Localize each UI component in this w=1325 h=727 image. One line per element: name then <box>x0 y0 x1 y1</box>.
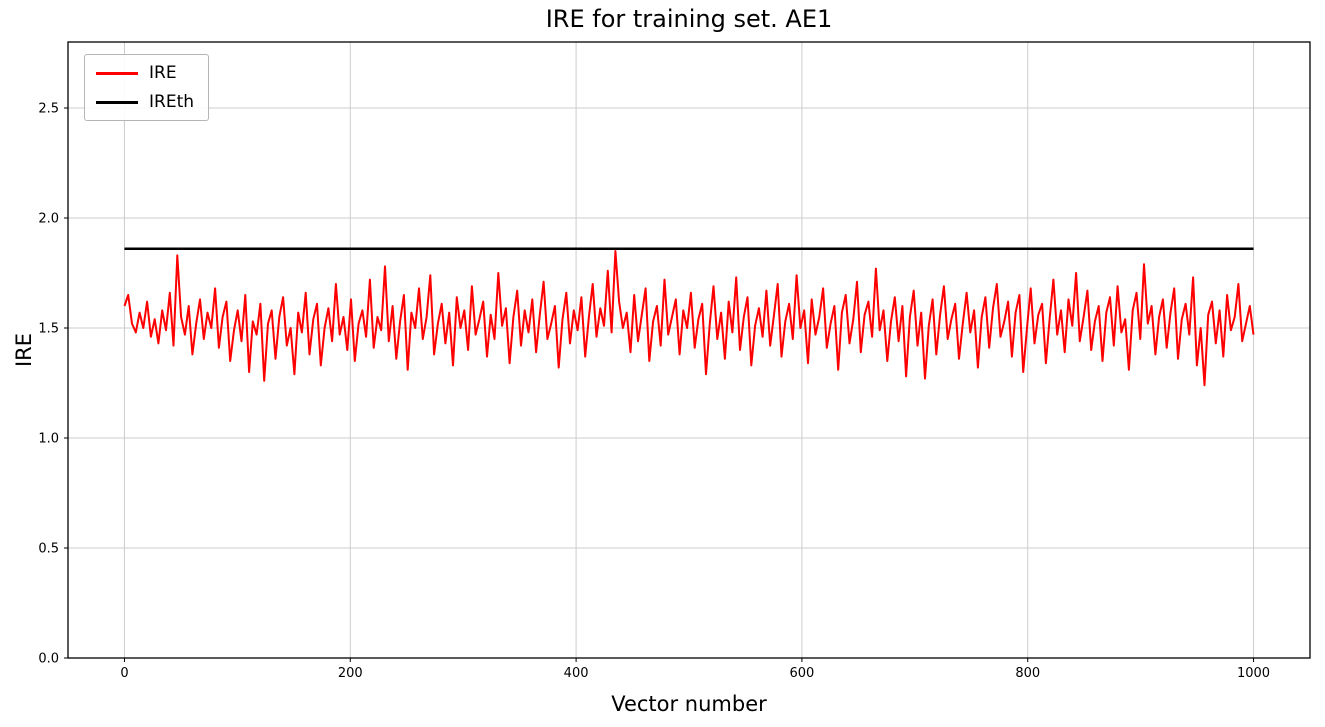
svg-text:2.5: 2.5 <box>38 102 59 117</box>
y-axis-label: IRE <box>12 332 36 368</box>
svg-text:800: 800 <box>1015 666 1040 681</box>
legend-item-ireth: IREth <box>96 91 195 112</box>
legend-label-ire: IRE <box>149 63 177 83</box>
svg-text:1000: 1000 <box>1237 666 1270 681</box>
chart-title: IRE for training set. AE1 <box>545 5 833 33</box>
svg-text:0.0: 0.0 <box>38 652 59 667</box>
svg-text:1.0: 1.0 <box>38 432 59 447</box>
svg-text:200: 200 <box>338 666 363 681</box>
svg-text:0.5: 0.5 <box>38 542 59 557</box>
legend-line-sample-ireth <box>96 100 138 104</box>
legend: IRE IREth <box>84 54 210 122</box>
svg-text:600: 600 <box>789 666 814 681</box>
legend-item-ire: IRE <box>96 64 194 83</box>
svg-text:0: 0 <box>120 666 128 681</box>
svg-text:400: 400 <box>564 666 589 681</box>
svg-text:1.5: 1.5 <box>38 322 59 337</box>
svg-text:2.0: 2.0 <box>38 212 59 227</box>
legend-line-sample-ire <box>96 71 138 75</box>
x-axis-label: Vector number <box>611 692 767 716</box>
legend-label-ireth: IREth <box>149 91 195 112</box>
